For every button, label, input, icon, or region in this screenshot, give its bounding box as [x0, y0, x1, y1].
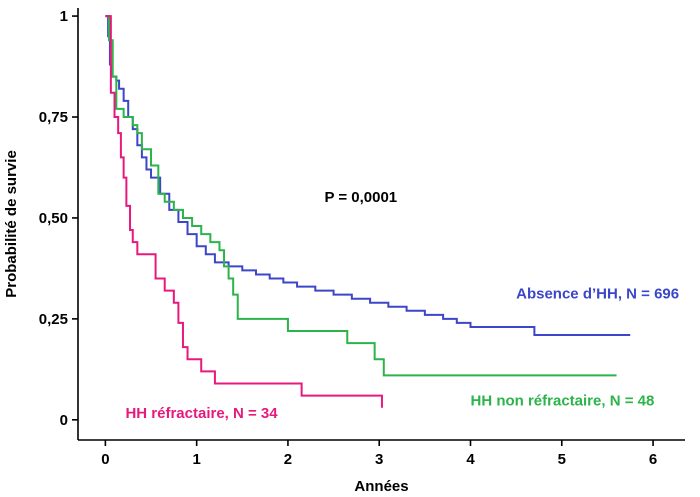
- y-tick-label-1: 0,25: [39, 311, 68, 328]
- series-line-1: [105, 15, 617, 377]
- x-tick-label-4: 4: [466, 451, 475, 468]
- x-axis-title: Années: [354, 478, 408, 495]
- y-tick-label-4: 1: [60, 8, 68, 25]
- x-tick-label-1: 1: [192, 451, 200, 468]
- y-tick-label-3: 0,75: [39, 109, 68, 126]
- x-tick-label-6: 6: [649, 451, 657, 468]
- series-label-1: HH non réfractaire, N = 48: [470, 393, 654, 410]
- x-tick-label-3: 3: [375, 451, 383, 468]
- series-line-2: [105, 15, 383, 408]
- x-tick-label-0: 0: [101, 451, 109, 468]
- series-label-2: HH réfractaire, N = 34: [125, 405, 278, 422]
- y-tick-label-2: 0,50: [39, 210, 68, 227]
- y-tick-label-0: 0: [60, 412, 68, 429]
- y-axis-title: Probabilité de survie: [3, 150, 20, 298]
- axes: 0 0,25 0,50 0,75 1 0 1 2 3 4 5 6 Années Probabilité d…: [3, 8, 685, 495]
- labels-layer: Absence d’HH, N = 696 HH non réfractaire,…: [125, 189, 679, 422]
- series-label-0: Absence d’HH, N = 696: [516, 286, 679, 303]
- x-tick-label-2: 2: [284, 451, 292, 468]
- x-tick-label-5: 5: [558, 451, 566, 468]
- annotation-0: P = 0,0001: [324, 189, 397, 206]
- series-line-0: [105, 15, 631, 337]
- series-layer: [105, 15, 631, 408]
